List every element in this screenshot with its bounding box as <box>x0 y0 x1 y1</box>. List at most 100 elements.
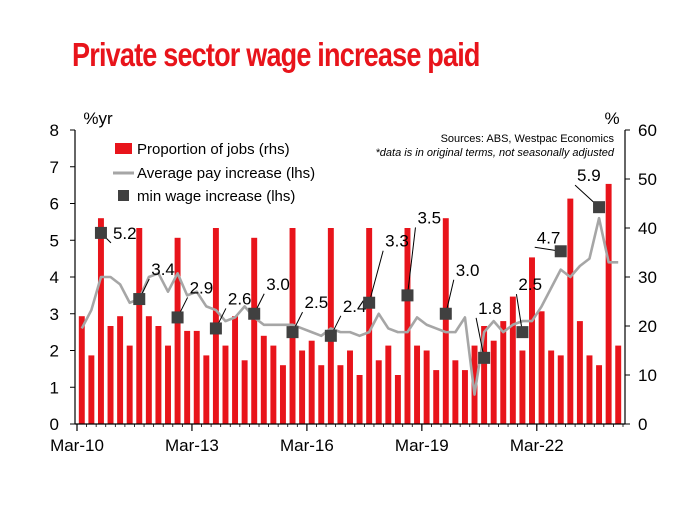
min-wage-label: 2.6 <box>228 289 252 308</box>
right-axis-unit: % <box>604 109 619 128</box>
bar <box>557 355 564 424</box>
right-tick-label: 40 <box>638 219 657 238</box>
bar <box>241 360 248 424</box>
bar <box>184 330 191 424</box>
bar <box>605 183 612 424</box>
bar <box>270 345 277 424</box>
bar <box>509 296 516 424</box>
min-wage-marker <box>248 307 261 320</box>
legend: Proportion of jobs (rhs) Average pay inc… <box>113 141 315 205</box>
bar <box>414 345 421 424</box>
bar <box>155 326 162 424</box>
right-tick-label: 30 <box>638 268 657 287</box>
min-wage-label: 2.4 <box>343 297 367 316</box>
min-wage-marker <box>171 311 184 324</box>
bar <box>203 355 210 424</box>
bar <box>615 345 622 424</box>
bar <box>136 228 143 424</box>
min-wage-label: 3.3 <box>385 232 409 251</box>
min-wage-marker <box>516 326 529 339</box>
left-tick-label: 4 <box>50 268 59 287</box>
min-wage-label: 4.7 <box>537 228 561 247</box>
min-wage-label: 5.9 <box>577 166 601 185</box>
left-tick-label: 1 <box>50 378 59 397</box>
bar <box>548 350 555 424</box>
marker-leader-line <box>515 294 523 333</box>
bar <box>260 335 267 424</box>
min-wage-label: 2.9 <box>190 278 214 297</box>
bar <box>117 316 124 424</box>
min-wage-label: 3.0 <box>456 261 480 280</box>
source-note: Sources: ABS, Westpac Economics <box>441 133 615 145</box>
bar <box>375 360 382 424</box>
bar <box>596 365 603 424</box>
bar-series-proportion-of-jobs <box>78 183 622 424</box>
bar <box>193 330 200 424</box>
min-wage-marker <box>94 226 107 239</box>
bar <box>433 370 440 424</box>
min-wage-label: 3.0 <box>266 275 290 294</box>
bar <box>423 350 430 424</box>
legend-label-bars: Proportion of jobs (rhs) <box>137 141 290 158</box>
average-pay-line <box>80 216 619 396</box>
right-tick-label: 50 <box>638 170 657 189</box>
bar <box>165 345 171 424</box>
left-tick-label: 5 <box>50 231 59 250</box>
left-tick-label: 7 <box>50 158 59 177</box>
min-wage-marker <box>478 351 491 364</box>
bar <box>567 198 574 424</box>
chart-title: Private sector wage increase paid <box>72 36 480 73</box>
min-wage-marker <box>439 307 452 320</box>
bar <box>97 218 104 424</box>
left-tick-label: 0 <box>50 415 59 434</box>
legend-label-marker: min wage increase (lhs) <box>137 188 295 205</box>
min-wage-marker <box>363 296 376 309</box>
min-wage-label: 2.5 <box>305 293 329 312</box>
bar <box>145 316 152 424</box>
bar <box>347 350 353 424</box>
marker-leader-line <box>475 317 485 358</box>
bar <box>308 340 315 424</box>
bar <box>299 350 306 424</box>
left-tick-label: 3 <box>50 305 59 324</box>
min-wage-marker <box>286 326 299 339</box>
bar <box>251 237 258 424</box>
min-wage-marker <box>324 329 337 342</box>
min-wage-label: 5.2 <box>113 224 137 243</box>
bar <box>442 218 449 424</box>
legend-swatch-bars <box>115 143 132 154</box>
legend-swatch-marker <box>118 190 129 201</box>
bar <box>529 257 535 424</box>
bar <box>452 360 459 424</box>
bar <box>394 375 401 424</box>
bar <box>500 321 507 424</box>
chart-axes: 0 1 2 3 4 5 6 7 8 0 10 20 30 40 50 60 Mar-10 Mar-13 Mar-16… <box>50 121 657 455</box>
bar <box>222 345 229 424</box>
left-tick-label: 8 <box>50 121 59 140</box>
x-tick-label: Mar-22 <box>510 436 564 455</box>
bar <box>481 326 488 424</box>
min-wage-marker <box>401 289 414 302</box>
min-wage-marker <box>593 201 606 214</box>
x-tick-label: Mar-16 <box>280 436 334 455</box>
bar <box>461 370 468 424</box>
right-tick-label: 20 <box>638 317 657 336</box>
right-tick-label: 10 <box>638 366 657 385</box>
bar <box>404 228 411 424</box>
right-tick-label: 60 <box>638 121 657 140</box>
bar <box>576 321 583 424</box>
left-axis-unit: %yr <box>83 109 113 128</box>
bar <box>356 375 363 424</box>
left-tick-label: 2 <box>50 342 59 361</box>
right-tick-label: 0 <box>638 415 647 434</box>
min-wage-label: 2.5 <box>518 275 542 294</box>
bar <box>337 365 344 424</box>
marker-series-min-wage: 5.2 3.4 2.9 2.6 3.0 2.5 2.4 3.3 3.5 3.0 1.8 2.5 4.7 5… <box>94 166 606 364</box>
legend-label-line: Average pay increase (lhs) <box>137 165 315 182</box>
bar <box>490 340 497 424</box>
x-tick-label: Mar-10 <box>50 436 104 455</box>
bar <box>327 228 334 424</box>
min-wage-marker <box>133 293 146 306</box>
bar <box>318 365 325 424</box>
line-series-average-pay <box>80 216 619 396</box>
